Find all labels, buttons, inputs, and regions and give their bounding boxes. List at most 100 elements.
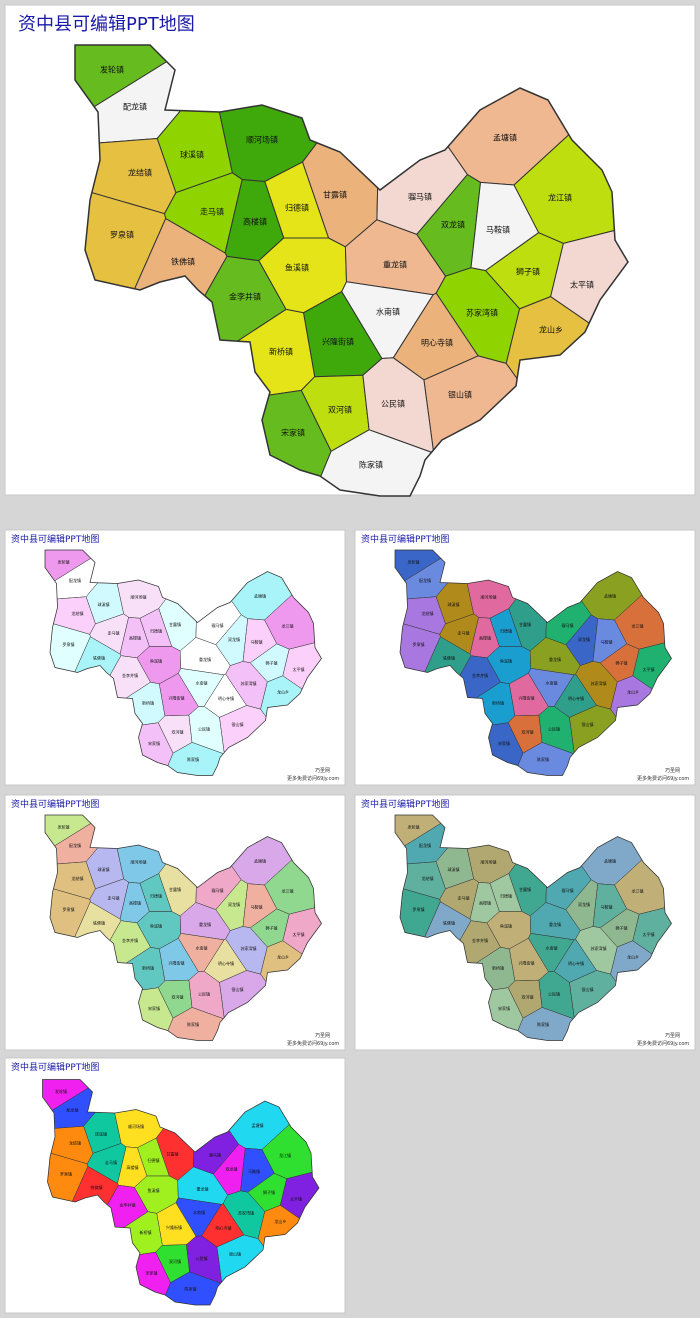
- town-label: 归德镇: [150, 628, 162, 634]
- town-label: 孟塘镇: [254, 858, 266, 864]
- town-label: 铁佛镇: [93, 920, 105, 926]
- town-label: 苏家湾镇: [238, 1210, 254, 1216]
- town-label: 发轮镇: [58, 824, 70, 830]
- town-label: 配龙镇: [69, 842, 81, 848]
- town-label: 罗泉镇: [63, 641, 75, 647]
- town-label: 走马镇: [458, 630, 470, 636]
- town-label: 孟塘镇: [493, 133, 517, 143]
- town-label: 甘露镇: [169, 886, 181, 892]
- footer-note: 更多免费访问69jy.com: [287, 1040, 339, 1047]
- town-label: 发轮镇: [58, 559, 70, 565]
- town-label: 甘露镇: [167, 1151, 179, 1157]
- town-label: 顺河场镇: [128, 1123, 144, 1129]
- town-label: 明心寺镇: [216, 1225, 232, 1231]
- town-label: 兴隆街镇: [519, 960, 535, 966]
- town-label: 发轮镇: [408, 824, 420, 830]
- town-label: 苏家湾镇: [591, 680, 607, 686]
- town-label: 公民镇: [548, 991, 560, 997]
- town-label: 宋家镇: [498, 740, 510, 746]
- town-label: 龙山乡: [275, 1218, 287, 1224]
- town-label: 双龙镇: [441, 220, 465, 230]
- town-label: 明心寺镇: [218, 960, 234, 966]
- town-label: 公民镇: [198, 726, 210, 732]
- town-label: 狮子镇: [616, 925, 628, 931]
- town-label: 归德镇: [500, 893, 512, 899]
- town-label: 球溪镇: [180, 150, 204, 160]
- town-label: 顺河场镇: [131, 594, 147, 600]
- town-label: 马鞍镇: [486, 225, 510, 235]
- slide-title: 资中县可编辑PPT地图: [361, 798, 449, 810]
- town-label: 鱼溪镇: [500, 658, 512, 664]
- town-label: 兴隆街镇: [166, 1224, 182, 1230]
- town-label: 苏家湾镇: [591, 945, 607, 951]
- town-label: 明心寺镇: [218, 695, 234, 701]
- town-label: 双龙镇: [228, 901, 240, 907]
- town-label: 鱼溪镇: [148, 1187, 160, 1193]
- town-label: 龙结镇: [422, 610, 434, 616]
- town-label: 狮子镇: [516, 267, 540, 277]
- town-label: 球溪镇: [95, 1131, 107, 1137]
- footer-brand: 巧圣网: [315, 1032, 330, 1039]
- town-label: 明心寺镇: [568, 960, 584, 966]
- town-label: 重龙镇: [197, 1186, 209, 1192]
- town-label: 宋家镇: [148, 1005, 160, 1011]
- town-label: 狮子镇: [266, 660, 278, 666]
- town-label: 配龙镇: [123, 102, 147, 112]
- district-border: [42, 1079, 320, 1306]
- town-label: 孟塘镇: [254, 593, 266, 599]
- district-border: [394, 549, 672, 776]
- town-label: 罗泉镇: [63, 906, 75, 912]
- town-label: 金李井镇: [122, 937, 138, 943]
- town-label: 明心寺镇: [568, 695, 584, 701]
- town-label: 走马镇: [200, 207, 224, 217]
- slide-title: 资中县可编辑PPT地图: [11, 1061, 99, 1073]
- town-label: 银山镇: [232, 986, 244, 992]
- town-label: 双龙镇: [578, 901, 590, 907]
- town-label: 水南镇: [196, 945, 208, 951]
- town-label: 甘露镇: [519, 621, 531, 627]
- town-label: 龙结镇: [422, 875, 434, 881]
- town-label: 银山镇: [448, 390, 472, 400]
- town-label: 孟塘镇: [252, 1122, 264, 1128]
- town-label: 龙江镇: [548, 193, 572, 203]
- town-label: 双河镇: [522, 729, 534, 735]
- town-label: 骝马镇: [562, 622, 574, 628]
- town-label: 陈家镇: [185, 1286, 197, 1292]
- town-label: 骝马镇: [562, 887, 574, 893]
- town-label: 罗泉镇: [413, 641, 425, 647]
- town-label: 水南镇: [376, 307, 400, 317]
- town-label: 金李井镇: [229, 292, 261, 302]
- slide-title: 资中县可编辑PPT地图: [361, 533, 449, 545]
- town-label: 金李井镇: [120, 1202, 136, 1208]
- town-label: 骝马镇: [212, 622, 224, 628]
- town-label: 归德镇: [500, 628, 512, 634]
- town-label: 铁佛镇: [91, 1184, 103, 1190]
- town-label: 龙山乡: [627, 954, 639, 960]
- town-label: 龙江镇: [282, 623, 294, 629]
- town-label: 发轮镇: [408, 559, 420, 565]
- town-label: 球溪镇: [98, 866, 110, 872]
- town-label: 新桥镇: [492, 965, 504, 971]
- footer-note: 更多免费访问69jy.com: [637, 775, 689, 782]
- town-label: 公民镇: [548, 726, 560, 732]
- town-label: 甘露镇: [169, 621, 181, 627]
- town-label: 陈家镇: [187, 1021, 199, 1027]
- town-label: 太平镇: [643, 931, 655, 937]
- slide-title: 资中县可编辑PPT地图: [18, 14, 195, 35]
- town-label: 走马镇: [458, 895, 470, 901]
- town-label: 狮子镇: [263, 1189, 275, 1195]
- town-label: 龙江镇: [279, 1152, 291, 1158]
- town-label: 银山镇: [229, 1251, 241, 1257]
- town-label: 龙江镇: [282, 888, 294, 894]
- town-label: 公民镇: [198, 991, 210, 997]
- footer-brand: 巧圣网: [665, 767, 680, 774]
- town-label: 顺河场镇: [246, 135, 278, 145]
- town-label: 公民镇: [196, 1255, 208, 1261]
- town-label: 高楼镇: [127, 1164, 139, 1170]
- district-border: [44, 549, 322, 776]
- town-label: 龙山乡: [277, 689, 289, 695]
- town-label: 重龙镇: [383, 260, 407, 270]
- town-label: 苏家湾镇: [241, 680, 257, 686]
- town-label: 水南镇: [546, 680, 558, 686]
